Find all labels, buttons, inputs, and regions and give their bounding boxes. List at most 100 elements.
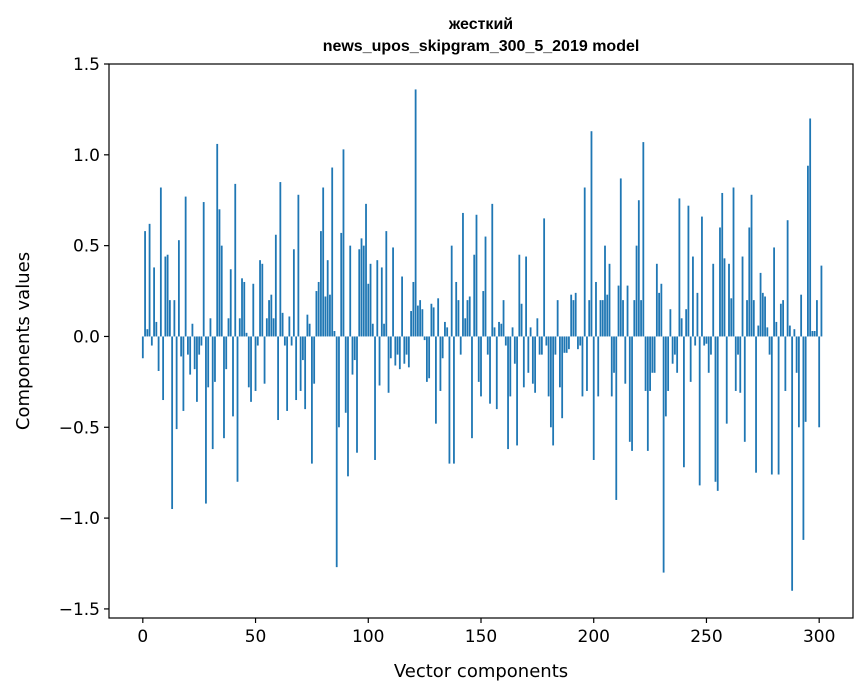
bar [389,336,392,359]
bar [471,336,473,439]
y-tick-label: 0.0 [73,327,100,347]
bar [755,336,757,473]
bar [509,336,512,397]
bar [162,336,165,401]
bar [592,336,595,460]
bar [383,323,385,337]
bar [205,336,207,504]
bar [286,336,289,411]
bar [473,254,476,337]
bar [428,336,431,379]
bar [777,336,780,475]
bar [175,336,178,430]
bar [299,336,302,391]
bar [189,336,192,375]
bar [141,336,144,359]
bar [247,336,250,388]
bar [701,216,703,337]
y-tick-label: 0.5 [73,237,100,257]
bar [531,336,534,384]
bar [543,218,546,337]
bar [786,220,789,337]
bar [306,314,309,337]
bar [283,336,286,346]
bar [148,223,151,337]
chart-title-line-2: news_upos_skipgram_300_5_2019 model [323,38,640,55]
bar [795,336,798,373]
bar [631,336,633,451]
bar [173,300,176,337]
x-axis-label: Vector components [394,661,568,682]
bar [241,278,243,337]
bar [301,336,304,361]
bar [761,292,764,337]
bar [437,298,440,337]
bar [732,187,735,337]
bar [279,182,282,337]
bar [741,256,744,337]
bar [703,336,706,346]
bar [277,336,279,421]
bar [157,336,160,371]
bar [432,307,435,337]
bar [297,194,300,337]
bar [516,336,518,446]
bar [281,312,284,337]
bar [184,196,187,337]
bar [480,336,482,397]
bar [414,89,417,337]
bar [712,263,715,337]
bar [579,336,582,346]
bar [809,118,812,337]
bar [730,298,733,337]
bar [502,300,505,337]
bar [403,336,406,364]
bar [191,323,194,337]
bar [177,240,180,337]
bar [448,336,451,464]
bar [290,336,293,346]
bar [216,143,219,337]
bar [644,336,647,391]
bar [714,336,717,482]
bar [719,227,721,337]
bar [396,336,399,355]
bar [459,336,462,355]
bar [214,336,216,382]
bar [288,316,291,337]
bar [455,281,458,337]
bar [680,318,683,337]
bar [371,323,374,337]
bar [687,205,690,337]
bar [182,336,185,411]
bar [398,336,401,370]
bar [716,336,719,491]
bar [710,336,712,355]
bar [229,269,232,337]
bar [347,336,349,477]
bar [259,260,261,337]
bar [698,336,701,486]
bar [622,300,624,337]
bar [527,336,530,373]
bar [252,283,255,337]
bar [380,267,383,337]
bar [678,198,681,337]
bar [568,336,570,350]
bar [549,336,552,428]
bar [171,336,174,510]
bar [619,178,622,337]
bar [225,336,228,370]
bar [446,327,449,337]
bar [764,296,766,337]
bar [146,329,149,337]
bar [595,281,597,337]
bar [144,231,146,337]
bar [150,336,153,346]
bar [725,336,728,424]
bar [304,336,307,410]
bar [728,263,730,337]
bar [574,292,577,337]
bar [261,263,264,337]
bar [466,300,469,337]
